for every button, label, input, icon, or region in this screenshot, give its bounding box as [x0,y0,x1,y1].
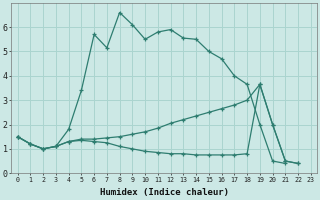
X-axis label: Humidex (Indice chaleur): Humidex (Indice chaleur) [100,188,229,197]
